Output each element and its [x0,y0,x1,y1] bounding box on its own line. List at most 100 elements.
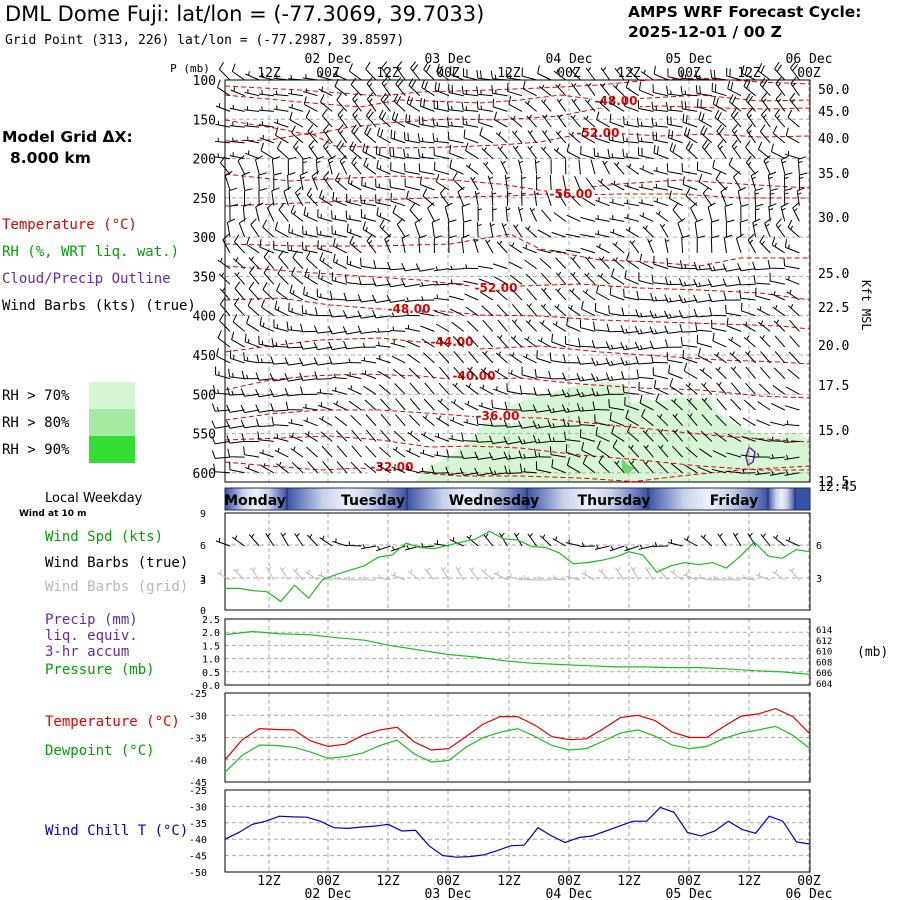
grid-wind-barb [455,566,465,581]
wind-barb [395,398,406,411]
kft-tick-label: 45.0 [818,105,849,120]
wind-barb [693,279,712,288]
wind-barb [219,297,231,317]
wind-barb [636,290,654,301]
wind-barb [743,399,756,411]
bottom-time-tick: 00Z [436,874,460,889]
wind-barb [522,80,537,97]
wind-barb [262,282,275,301]
wind-barb [695,70,712,81]
wind-barb [671,445,683,458]
wind-barb [396,61,406,81]
top-date-label: 06 Dec [786,52,833,67]
wind-barb [377,370,391,380]
wind-barb [451,321,464,332]
wind-barb [229,461,245,474]
wind-barb [678,294,698,304]
wind-barb [318,415,333,427]
wind-barb [224,170,233,191]
wind-barb [551,333,566,348]
wind-barb [404,311,420,317]
wind-barb [729,351,742,364]
wind-barb [532,404,552,413]
wind-barb [584,256,596,269]
wind-barb [473,238,479,254]
wind-barb [226,387,245,396]
wind-barb [404,163,420,175]
wind-barb [551,459,566,474]
wind-barb [445,466,464,476]
wind-barb [685,140,698,159]
wind-barb [707,263,727,272]
wind-barb [391,464,406,474]
wind-barb [351,429,362,442]
wind-barb [366,76,377,96]
wind-barb [564,335,581,348]
rh90-swatch [89,436,135,463]
wind-barb [667,178,683,191]
wind-barb [479,291,494,301]
kft-tick-label: 30.0 [818,211,849,226]
wind-barb [304,268,318,285]
wind-barb [331,210,347,222]
wind-barb [546,191,552,206]
wind-barb [234,272,245,285]
wind-barb [480,367,494,379]
wind-barb [419,176,435,191]
wind-barb [626,252,640,270]
wind-barb [337,124,348,144]
wind-barb [670,463,683,474]
wind-chill-line [224,806,811,858]
bottom-time-tick: 12Z [257,874,281,889]
wind-barb [389,179,406,191]
grid-wind-barb [789,567,800,581]
wind-barb [680,86,698,97]
wind-barb [453,351,464,364]
wind-barb [753,274,771,285]
wind-barb [716,124,727,144]
wind-barb [580,234,596,238]
grid-wind-barb [250,567,260,581]
wind-barb [349,235,362,254]
wind-barb [780,202,789,222]
wind-barb [655,393,669,411]
wind-barb [664,276,683,286]
wind-barb [287,172,296,191]
surface-wind-barb [700,534,713,547]
kft-tick-label: 15.0 [818,424,849,439]
top-date-label: 03 Dec [425,52,472,67]
wind-barb [682,349,698,364]
wind-barb [465,306,479,317]
wind-barb [300,323,318,333]
wind-barb [358,276,377,285]
wind-barb [255,155,264,175]
wind-barb [759,234,771,254]
chill-tick-label: -35 [189,819,207,830]
wind-barb [596,111,610,128]
wind-barb [301,305,318,317]
wind-barb [419,309,435,317]
surface-wind-barb [760,533,771,547]
wind-barb [504,401,523,411]
wind-barb [291,462,304,474]
wind-barb [716,398,727,411]
wind-barb [395,414,406,427]
wind-barb [596,284,610,301]
wind-barb [313,341,333,351]
wind-barb [288,89,304,97]
wind-barb [422,352,435,364]
wind-barb [346,371,362,380]
wind-barb [678,310,698,319]
wind-barb [566,143,581,160]
wind-barb [291,125,304,144]
kft-tick-label: 35.0 [818,167,849,182]
forecast-cycle: AMPS WRF Forecast Cycle: 2025-12-01 / 00… [628,2,862,42]
wind-barb [364,125,377,144]
wind-barb [730,108,742,128]
wind-barb [343,292,362,302]
wind-right-tick: 3 [816,574,822,585]
bottom-date-label: 02 Dec [305,887,352,900]
legend-dewpoint: Dewpoint (°C) [45,743,155,759]
wind-barb [552,321,567,332]
wind-barb [785,386,800,395]
